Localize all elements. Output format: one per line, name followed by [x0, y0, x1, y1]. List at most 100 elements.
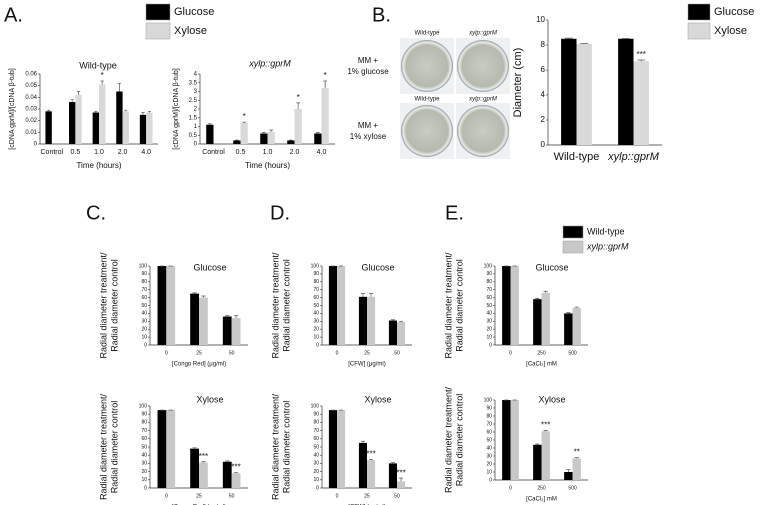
bar [576, 43, 592, 145]
y-tick-label: 60 [313, 295, 319, 301]
bar [233, 140, 241, 144]
bar [231, 473, 241, 488]
legend-label: Xylose [714, 25, 747, 37]
x-tick-label: 500 [568, 485, 577, 491]
y-tick-label: 40 [313, 311, 319, 317]
y-tick-label: 3 [194, 89, 198, 95]
panel-label: C. [86, 202, 106, 224]
plate [401, 40, 453, 92]
y-tick-label: 0.06 [25, 72, 37, 78]
panel-label: E. [445, 202, 464, 224]
error-bar [233, 472, 239, 474]
error-bar [141, 112, 145, 115]
error-bar [369, 458, 374, 461]
bar [397, 481, 406, 488]
error-bar [117, 82, 122, 92]
y-axis-label: Radial diameter treatment/ [98, 252, 108, 359]
y-tick-label: 50 [486, 303, 492, 309]
y-axis-label: Radial diameter control [281, 401, 291, 494]
y-tick-label: 100 [139, 263, 148, 269]
y-tick-label: 40 [313, 453, 319, 459]
bar [533, 299, 542, 345]
y-tick-label: 10 [313, 477, 319, 483]
y-axis-label: Diameter (cm) [512, 48, 524, 118]
y-tick-label: 0 [34, 142, 38, 148]
y-axis-label: Radial diameter control [454, 394, 464, 487]
bar [206, 124, 214, 144]
x-axis-label: [Congo Red] (μg/ml) [172, 362, 226, 368]
bar [146, 112, 153, 144]
y-tick-label: 100 [139, 403, 148, 409]
plate-label: xylp::gprM [468, 97, 497, 103]
y-tick-label: 2 [194, 107, 198, 113]
bar [572, 307, 581, 345]
significance: ** [574, 448, 580, 457]
error-bar [360, 293, 365, 297]
bar [367, 296, 376, 345]
bar [328, 266, 337, 345]
error-bar [201, 295, 206, 298]
bar [166, 266, 176, 345]
row-label: 1% xylose [350, 132, 387, 141]
row-label: MM + [358, 121, 379, 130]
y-tick-label: 30 [141, 319, 147, 325]
y-tick-label: 50 [313, 303, 319, 309]
y-tick-label: 80 [313, 420, 319, 426]
y-tick-label: 70 [141, 428, 147, 434]
plate [401, 105, 453, 157]
error-bar [574, 457, 579, 459]
legend-swatch [562, 240, 584, 254]
x-tick-label: 0 [509, 485, 512, 491]
error-bar [242, 121, 246, 123]
y-tick-label: 60 [313, 436, 319, 442]
x-tick-label: 1.0 [263, 149, 273, 156]
bar [190, 293, 199, 345]
legend-swatch [562, 225, 584, 239]
y-tick-label: 0 [144, 485, 147, 491]
y-axis-label: [cDNA gprM]/[cDNA β-tub] [9, 68, 16, 149]
significance: *** [366, 449, 375, 458]
y-tick-label: 4 [194, 72, 198, 78]
bar [190, 448, 199, 488]
y-tick-label: 10 [486, 334, 492, 340]
bar [222, 316, 232, 345]
x-tick-label: 50 [229, 493, 235, 499]
y-tick-label: 50 [141, 444, 147, 450]
error-bar [574, 306, 579, 308]
x-tick-label: 25 [364, 493, 370, 499]
y-tick-label: 100 [484, 263, 493, 269]
plate-label: Wild-type [414, 97, 440, 103]
y-tick-label: 80 [313, 279, 319, 285]
legend-swatch [145, 22, 171, 40]
y-tick-label: 30 [486, 319, 492, 325]
y-axis-label: Radial diameter control [281, 259, 291, 352]
plate-label: Wild-type [414, 31, 440, 37]
y-axis-label: Radial diameter treatment/ [443, 252, 453, 359]
plate [457, 105, 509, 157]
x-tick-label: 50 [229, 350, 235, 356]
x-tick-label: 25 [196, 350, 202, 356]
bar [166, 410, 176, 488]
y-tick-label: 0.01 [25, 130, 37, 136]
x-tick-label: 0.5 [71, 149, 81, 156]
error-bar [566, 312, 571, 314]
y-axis-label: Radial diameter treatment/ [270, 393, 280, 500]
bar [388, 463, 397, 488]
y-tick-label: 80 [486, 279, 492, 285]
panel-label: D. [270, 202, 290, 224]
bar [92, 112, 99, 144]
bar [199, 297, 208, 345]
y-tick-label: 90 [486, 405, 492, 411]
bar [541, 292, 550, 345]
y-axis-label: Radial diameter treatment/ [270, 252, 280, 359]
significance: *** [541, 421, 550, 430]
error-bar [262, 132, 266, 134]
significance: * [101, 71, 104, 80]
legend-label: Xylose [174, 25, 207, 37]
y-tick-label: 3.5 [189, 80, 198, 86]
chart-title: Glucose [361, 262, 394, 272]
bar [321, 88, 329, 144]
x-tick-label: 2.0 [118, 149, 128, 156]
x-tick-label: 25 [364, 350, 370, 356]
error-bar [225, 315, 230, 317]
